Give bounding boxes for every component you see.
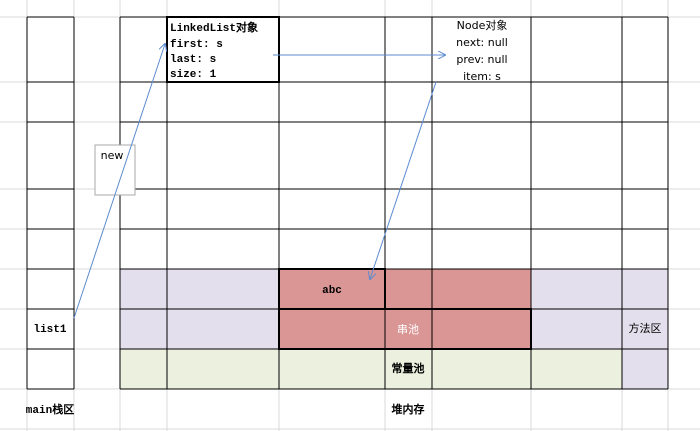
string-pool-label: 串池 (397, 323, 419, 336)
linked-list-title: LinkedList对象 (170, 20, 258, 35)
field: prev: null (456, 53, 507, 66)
arrow (370, 81, 437, 279)
stack-label: main栈区 (26, 402, 74, 417)
field: first: s (170, 39, 223, 51)
field: item: s (463, 70, 501, 83)
constant-pool-box (120, 349, 622, 389)
constant-pool-label: 常量池 (392, 361, 425, 375)
stack-variable: list1 (33, 324, 66, 336)
linked-list-box (166, 16, 280, 83)
string-value: abc (322, 285, 342, 297)
cell-borders (26, 16, 669, 390)
pool-border (278, 308, 532, 350)
new-label: new (101, 149, 124, 162)
field: last: s (170, 54, 216, 66)
method-area-box (622, 269, 668, 389)
node-title: Node对象 (457, 18, 508, 32)
arrow (73, 44, 165, 319)
field: next: null (456, 36, 508, 49)
method-area-label: 方法区 (629, 321, 662, 335)
field: size: 1 (170, 69, 217, 81)
heap-label: 堆内存 (392, 402, 425, 416)
